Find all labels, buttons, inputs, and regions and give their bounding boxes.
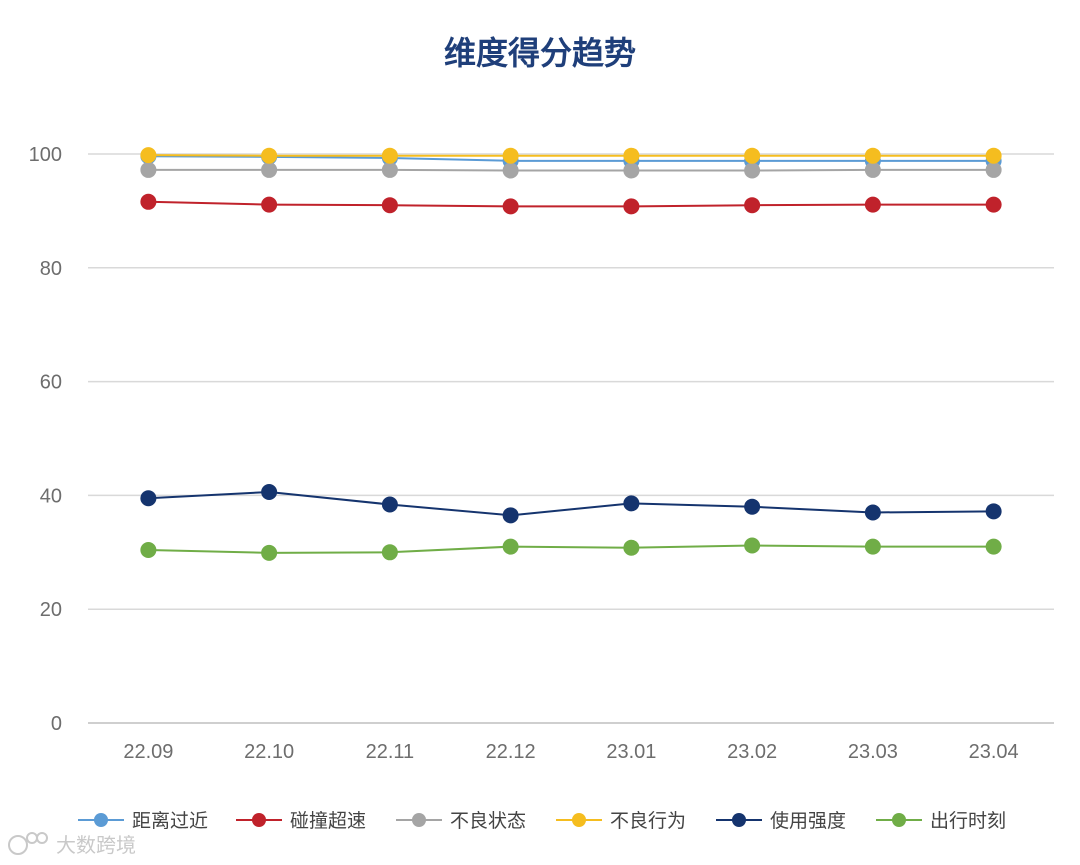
- data-point: [502, 198, 519, 215]
- series-2: [140, 193, 1002, 215]
- data-point: [623, 198, 640, 215]
- legend-item: 不良状态: [396, 810, 526, 832]
- legend-label: 不良状态: [450, 810, 526, 832]
- data-point: [140, 542, 157, 559]
- series-line: [148, 490, 994, 517]
- legend-marker: [252, 813, 266, 827]
- y-tick-label: 40: [40, 485, 62, 507]
- data-point: [985, 538, 1002, 555]
- legend-label: 距离过近: [132, 810, 208, 832]
- data-point: [623, 495, 640, 512]
- data-point: [623, 539, 640, 556]
- legend-marker: [892, 813, 906, 827]
- data-point: [744, 498, 761, 515]
- series-line: [148, 154, 994, 157]
- data-point: [985, 147, 1002, 164]
- watermark-logo-icon: [8, 832, 48, 855]
- series-line: [148, 200, 994, 208]
- data-point: [744, 197, 761, 214]
- data-point: [381, 161, 398, 178]
- series-4: [140, 147, 1002, 164]
- data-point: [502, 507, 519, 524]
- x-tick-label: 22.12: [486, 741, 536, 763]
- data-point: [744, 537, 761, 554]
- y-axis: 0 20 40 60 80 100: [29, 144, 62, 735]
- series-6: [140, 537, 1002, 561]
- legend-marker: [412, 813, 426, 827]
- data-point: [140, 193, 157, 210]
- data-point: [744, 162, 761, 179]
- y-tick-label: 80: [40, 258, 62, 280]
- legend-marker: [572, 813, 586, 827]
- gridlines: [88, 153, 1054, 724]
- data-point: [381, 197, 398, 214]
- data-point: [864, 147, 881, 164]
- x-tick-label: 23.02: [727, 741, 777, 763]
- legend-item: 出行时刻: [876, 810, 1006, 832]
- legend-label: 碰撞超速: [290, 810, 366, 832]
- data-point: [381, 496, 398, 513]
- data-point: [261, 161, 278, 178]
- data-point: [381, 147, 398, 164]
- series-5: [140, 483, 1002, 524]
- legend-label: 不良行为: [610, 810, 686, 832]
- x-axis: 22.09 22.10 22.11 22.12 23.01 23.02 23.03 23.04: [123, 741, 1018, 763]
- y-tick-label: 20: [40, 599, 62, 621]
- data-point: [502, 162, 519, 179]
- x-tick-label: 23.03: [848, 741, 898, 763]
- x-tick-label: 23.04: [969, 741, 1019, 763]
- series-line: [148, 544, 994, 554]
- series-3: [140, 161, 1002, 179]
- y-tick-label: 100: [29, 144, 62, 166]
- watermark: 大数跨境: [8, 832, 136, 857]
- data-point: [502, 147, 519, 164]
- data-point: [261, 544, 278, 561]
- data-point: [261, 483, 278, 500]
- legend-label: 使用强度: [770, 810, 846, 832]
- data-point: [985, 161, 1002, 178]
- data-point: [744, 147, 761, 164]
- legend-label: 出行时刻: [930, 810, 1006, 832]
- data-point: [864, 196, 881, 213]
- x-tick-label: 22.11: [366, 741, 415, 763]
- y-tick-label: 60: [40, 372, 62, 394]
- x-tick-label: 22.09: [123, 741, 173, 763]
- data-point: [140, 147, 157, 164]
- y-tick-label: 0: [51, 713, 62, 735]
- legend-marker: [732, 813, 746, 827]
- data-point: [623, 162, 640, 179]
- data-point: [502, 538, 519, 555]
- legend-item: 碰撞超速: [236, 810, 366, 832]
- series-line: [148, 155, 994, 162]
- legend: 距离过近 碰撞超速 不良状态 不良行为 使用强度 出行时刻: [78, 810, 1006, 832]
- data-point: [864, 161, 881, 178]
- data-point: [623, 147, 640, 164]
- data-point: [261, 196, 278, 213]
- data-point: [140, 161, 157, 178]
- series-line: [148, 168, 994, 172]
- x-tick-label: 22.10: [244, 741, 294, 763]
- legend-item: 使用强度: [716, 810, 846, 832]
- data-point: [381, 544, 398, 561]
- plot-area: [140, 147, 1002, 561]
- data-point: [140, 490, 157, 507]
- legend-item: 距离过近: [78, 810, 208, 832]
- x-tick-label: 23.01: [606, 741, 656, 763]
- data-point: [985, 503, 1002, 520]
- chart-title: 维度得分趋势: [444, 34, 636, 72]
- data-point: [864, 538, 881, 555]
- data-point: [985, 196, 1002, 213]
- legend-marker: [94, 813, 108, 827]
- watermark-text: 大数跨境: [56, 833, 136, 857]
- legend-item: 不良行为: [556, 810, 686, 832]
- data-point: [864, 504, 881, 521]
- data-point: [261, 147, 278, 164]
